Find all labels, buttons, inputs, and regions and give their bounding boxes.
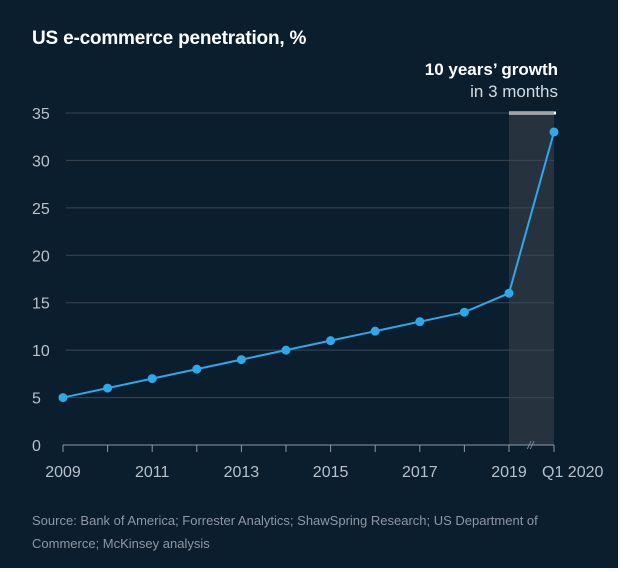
data-point	[58, 393, 68, 403]
y-tick-label: 5	[32, 391, 41, 408]
axis-break-icon: //	[527, 440, 535, 452]
annotation-subtitle: in 3 months	[470, 82, 558, 101]
y-tick-label: 20	[32, 248, 50, 265]
data-point	[103, 383, 113, 393]
data-point	[326, 336, 336, 346]
data-point	[459, 307, 469, 317]
series-line	[62, 131, 555, 399]
x-tick-label: Q1 2020	[542, 464, 603, 481]
x-tick-label: 2011	[135, 464, 170, 481]
y-tick-label: 15	[32, 296, 50, 313]
data-point	[236, 355, 246, 365]
x-tick-label: 2013	[224, 464, 260, 481]
data-point	[504, 288, 514, 298]
data-point	[549, 127, 559, 137]
line-chart: 0 5 10 15 20 25 30 35 // 2009 2011 2013 2015 2017 2019…	[32, 60, 603, 481]
annotation-title: 10 years’ growth	[425, 60, 558, 79]
y-tick-label: 30	[32, 153, 50, 170]
data-point	[370, 326, 380, 336]
data-point	[147, 374, 157, 384]
y-tick-label: 35	[32, 106, 50, 123]
highlight-band	[509, 113, 554, 445]
x-tick-label: 2015	[313, 464, 349, 481]
source-note: Source: Bank of America; Forrester Analy…	[32, 513, 538, 551]
y-tick-label: 10	[32, 343, 50, 360]
y-tick-label: 25	[32, 201, 50, 218]
data-point	[281, 345, 291, 355]
data-point	[192, 364, 202, 374]
x-tick-label: 2009	[45, 464, 81, 481]
x-tick-label: 2019	[491, 464, 527, 481]
chart-title: US e-commerce penetration, %	[32, 28, 307, 49]
x-tick-label: 2017	[402, 464, 438, 481]
data-point	[415, 317, 425, 327]
y-tick-label: 0	[32, 438, 41, 455]
